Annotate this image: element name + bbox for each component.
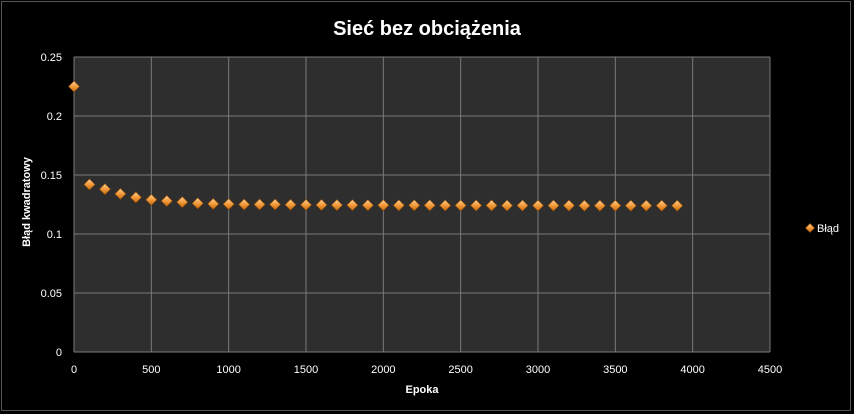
data-point [408, 199, 421, 212]
data-point [532, 199, 544, 212]
data-point [640, 199, 653, 212]
data-point [593, 199, 606, 212]
legend-marker [805, 223, 815, 233]
data-point [346, 199, 359, 212]
data-point [68, 80, 80, 93]
data-point [253, 198, 266, 211]
data-point [470, 199, 483, 212]
x-tick-label: 1500 [294, 364, 318, 376]
x-tick-label: 3000 [526, 364, 550, 376]
y-tick-label: 0.25 [41, 52, 62, 64]
chart-title: Sieć bez obciążenia [333, 18, 522, 40]
y-tick-label: 0.1 [47, 229, 62, 241]
y-axis-label: Błąd kwadratowy [21, 156, 33, 247]
data-point [269, 198, 281, 211]
data-point [331, 199, 343, 212]
y-tick-label: 0.2 [47, 111, 62, 123]
data-point [145, 193, 158, 206]
data-point [129, 191, 142, 204]
x-tick-labels: 0 500 1000 1500 2000 2500 3000 3500 4000 4500 [71, 364, 782, 376]
data-point [160, 195, 173, 207]
data-point [671, 199, 684, 212]
x-tick-label: 1000 [216, 364, 240, 376]
data-point [284, 198, 297, 211]
data-point [624, 199, 637, 212]
x-tick-label: 3500 [603, 364, 627, 376]
x-tick-label: 2000 [371, 364, 395, 376]
data-point [361, 199, 374, 212]
data-point [377, 199, 390, 212]
data-point [176, 196, 189, 209]
y-tick-label: 0.05 [41, 288, 62, 300]
data-point [99, 183, 111, 196]
data-point [300, 198, 312, 211]
x-tick-label: 2500 [448, 364, 472, 376]
data-point [578, 199, 591, 212]
data-point [315, 199, 328, 211]
data-point [83, 178, 96, 191]
x-tick-label: 4500 [758, 364, 782, 376]
legend-label: Błąd [817, 223, 839, 235]
x-tick-label: 500 [142, 364, 160, 376]
data-point [501, 199, 513, 212]
x-tick-label: 0 [71, 364, 77, 376]
y-tick-label: 0.15 [41, 170, 62, 182]
legend: Błąd [805, 223, 839, 235]
data-points [68, 80, 684, 212]
data-point [563, 199, 575, 212]
grid-lines [73, 56, 771, 353]
data-point [439, 199, 452, 212]
data-point [423, 199, 436, 212]
x-axis-label: Epoka [405, 384, 439, 396]
data-point [222, 198, 235, 211]
y-tick-labels: 0 0.05 0.1 0.15 0.2 0.25 [41, 52, 62, 359]
data-point [547, 199, 560, 212]
data-point [516, 199, 529, 212]
data-point [191, 197, 204, 210]
data-point [114, 187, 127, 200]
data-point [238, 198, 251, 211]
data-point [207, 197, 220, 210]
data-point [485, 199, 498, 212]
data-point [454, 199, 467, 212]
data-point [392, 199, 405, 212]
data-point [655, 199, 668, 212]
data-point [609, 199, 622, 212]
y-tick-label: 0 [56, 347, 62, 359]
x-tick-label: 4000 [680, 364, 704, 376]
plot-area [74, 57, 770, 352]
